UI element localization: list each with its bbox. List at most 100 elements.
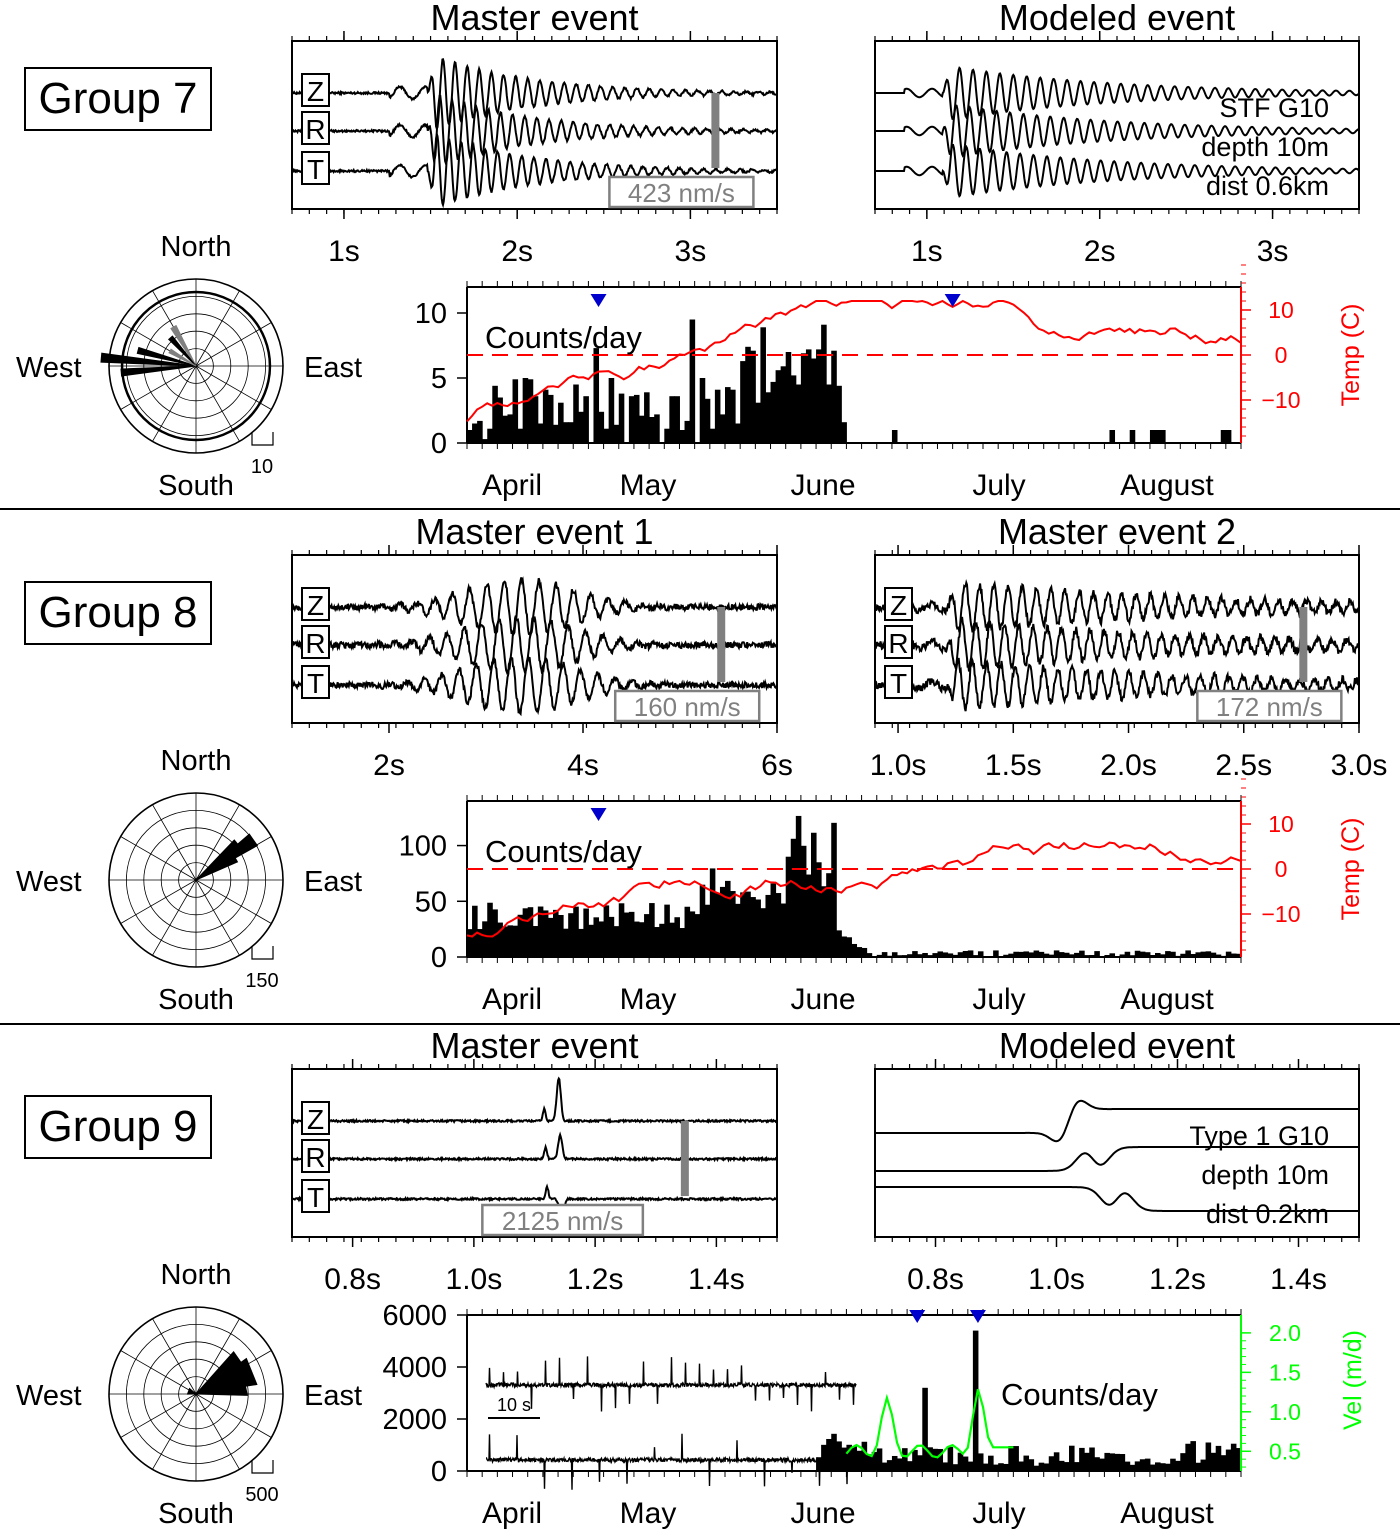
rose-grid-spoke <box>152 879 197 956</box>
histogram-bar <box>522 908 529 957</box>
component-box <box>301 1139 330 1173</box>
histogram-bar <box>735 423 741 443</box>
histogram-bar <box>1155 952 1161 957</box>
histogram-bar <box>537 423 544 443</box>
histogram-bar <box>866 1454 873 1471</box>
histogram-bar <box>1084 1452 1090 1471</box>
histogram-bar <box>846 1444 852 1471</box>
histogram-bar <box>770 883 777 957</box>
histogram-bar <box>1129 430 1136 443</box>
component-label: R <box>305 1142 325 1173</box>
histogram-bar <box>881 1462 888 1471</box>
histogram-bar <box>1149 430 1156 443</box>
histogram-bar <box>542 389 549 443</box>
histogram-bar <box>618 903 625 957</box>
histogram-bar <box>1124 1461 1131 1471</box>
histogram-bar <box>1195 1462 1202 1471</box>
histogram-bar <box>472 905 478 957</box>
x-tick-label: 3s <box>675 235 707 268</box>
rose-scale-bracket <box>251 1460 274 1474</box>
histogram-bar <box>922 952 928 957</box>
right-axis-label: Temp (C) <box>1337 304 1365 407</box>
histogram-bar <box>472 423 478 443</box>
y-tick-label: 2000 <box>382 1404 447 1436</box>
histogram-bar <box>831 350 837 443</box>
histogram-bar <box>1099 1458 1105 1471</box>
right-tick-label: −10 <box>1261 387 1300 413</box>
rose-scale-label: 10 <box>251 456 273 478</box>
histogram-bar <box>988 1455 994 1471</box>
histogram-bar <box>1185 950 1191 957</box>
right-tick-label: 0 <box>1275 342 1288 368</box>
histogram-bar <box>1149 954 1156 957</box>
histogram-bar <box>1230 953 1237 957</box>
histogram-bar <box>750 350 756 443</box>
histogram-bar <box>826 384 832 443</box>
month-label: May <box>620 1497 677 1530</box>
rose-east-label: East <box>304 866 362 898</box>
y-tick-label: 0 <box>431 942 447 974</box>
histogram-bar <box>664 428 670 443</box>
component-box <box>301 1101 330 1135</box>
histogram-bar <box>467 430 473 443</box>
histogram-bar <box>1058 1460 1065 1471</box>
histogram-bar <box>628 396 635 443</box>
month-label: August <box>1120 469 1214 502</box>
histogram-bar <box>1200 1459 1207 1471</box>
histogram-bar <box>871 1451 878 1471</box>
rose-grid-spoke <box>120 836 197 881</box>
rose-scale-label: 500 <box>245 1484 278 1506</box>
histogram-bar <box>952 954 959 957</box>
histogram-bar <box>1190 1441 1196 1471</box>
histogram-bar <box>684 906 691 957</box>
histogram-bar <box>563 422 569 443</box>
histogram-bar <box>912 951 918 957</box>
group-label-box <box>24 1095 212 1159</box>
histogram-bar <box>553 424 559 443</box>
histogram-bar <box>568 422 574 443</box>
inset-scale-label: 10 s <box>497 1395 531 1415</box>
seismogram-trace <box>291 1183 778 1225</box>
histogram-bar <box>730 389 736 443</box>
seismogram-trace <box>874 578 1360 633</box>
histogram-bar <box>512 925 519 957</box>
component-box <box>301 73 330 107</box>
histogram-bar <box>547 394 554 443</box>
histogram-bar <box>704 904 711 957</box>
histogram-bar <box>740 361 746 443</box>
seismogram-trace <box>875 143 1360 198</box>
histogram-bar <box>517 428 524 443</box>
histogram-bar <box>977 1453 984 1471</box>
histogram-bar <box>942 952 949 957</box>
histogram-bar <box>947 953 954 957</box>
scale-label: 2125 nm/s <box>502 1206 623 1236</box>
histogram-bar <box>1074 1462 1080 1471</box>
histogram-bar <box>608 378 615 443</box>
histogram-bar <box>1094 1457 1100 1471</box>
x-tick-label: 1.0s <box>1028 1263 1085 1296</box>
histogram-bar <box>1160 954 1166 957</box>
histogram-bar <box>1175 1460 1181 1471</box>
histogram-bar <box>1205 951 1212 957</box>
histogram-bar <box>1205 1442 1212 1471</box>
rose-north-label: North <box>161 1259 232 1291</box>
scale-label-box <box>1196 689 1343 723</box>
group-label: Group 7 <box>39 74 198 123</box>
histogram-bar <box>937 951 944 957</box>
histogram-bar <box>1220 1455 1227 1471</box>
histogram-bar <box>608 916 615 957</box>
seismogram-trace <box>291 130 778 209</box>
histogram-bar <box>1028 1459 1035 1471</box>
waveform-panel-2: Modeled event 0.8s 1.0s 1.2s 1.4s Type 1 G10 d… <box>874 1025 1360 1296</box>
panel-title: Master event <box>430 1025 638 1066</box>
rose-west-label: West <box>16 1380 82 1412</box>
panel-title: Modeled event <box>999 1025 1235 1066</box>
histogram-bar <box>1033 1465 1040 1471</box>
y-tick-label: 10 <box>415 298 447 330</box>
histogram-bar <box>1119 1454 1126 1471</box>
histogram-bar <box>603 905 610 957</box>
histogram-bar <box>967 950 974 957</box>
rose-west-label: West <box>16 866 82 898</box>
